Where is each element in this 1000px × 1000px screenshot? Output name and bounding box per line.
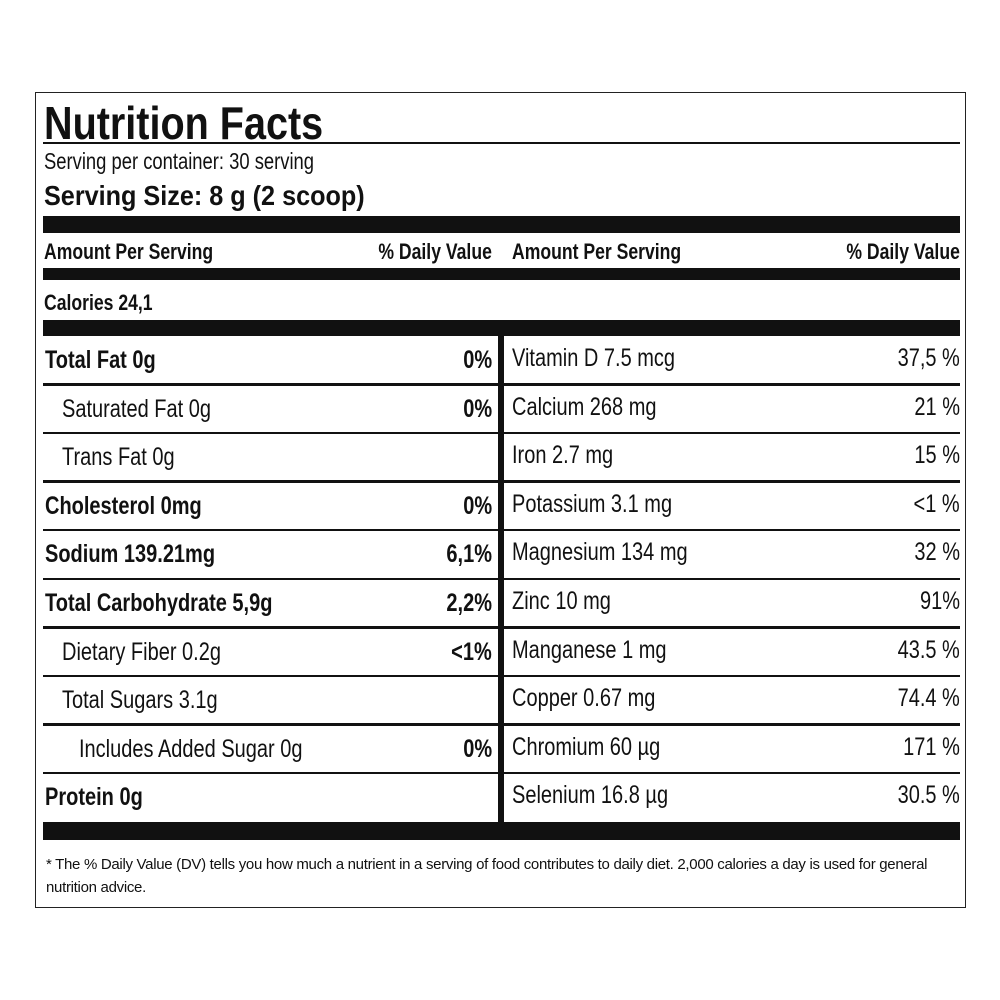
title: Nutrition Facts bbox=[44, 97, 324, 149]
row-rule bbox=[43, 577, 498, 580]
row-rule bbox=[504, 480, 960, 483]
row-label: Trans Fat 0g bbox=[62, 443, 175, 472]
row-label: Sodium 139.21mg bbox=[45, 540, 216, 569]
row-rule bbox=[504, 723, 960, 726]
row-dv: <1 % bbox=[913, 489, 960, 518]
row-label: Chromium 60 µg bbox=[512, 732, 661, 761]
row-rule bbox=[43, 626, 498, 629]
row-label: Dietary Fiber 0.2g bbox=[62, 637, 221, 666]
row-rule bbox=[504, 626, 960, 629]
calories: Calories 24,1 bbox=[44, 290, 153, 315]
row-label: Calcium 268 mg bbox=[512, 392, 657, 421]
row-dv: 171 % bbox=[903, 732, 960, 761]
row-rule bbox=[504, 771, 960, 775]
footnote: * The % Daily Value (DV) tells you how m… bbox=[46, 856, 928, 896]
row-dv: 0% bbox=[463, 346, 492, 374]
row-dv: 6,1% bbox=[446, 540, 492, 569]
row-label: Selenium 16.8 µg bbox=[512, 781, 669, 810]
row-label: Manganese 1 mg bbox=[512, 635, 667, 664]
thick-bar bbox=[43, 320, 960, 336]
servings: Serving per container: 30 serving bbox=[44, 148, 315, 174]
row-dv: 15 % bbox=[914, 441, 960, 470]
row-rule bbox=[43, 771, 498, 775]
row-rule bbox=[504, 674, 960, 678]
row-label: Includes Added Sugar 0g bbox=[79, 734, 303, 763]
row-dv: 32 % bbox=[914, 538, 960, 567]
row-label: Total Carbohydrate 5,9g bbox=[45, 589, 273, 617]
row-rule bbox=[504, 431, 960, 435]
thick-bar bbox=[43, 822, 960, 840]
rule bbox=[43, 142, 960, 144]
row-label: Zinc 10 mg bbox=[512, 587, 611, 615]
row-dv: 74.4 % bbox=[897, 684, 960, 713]
row-dv: 30.5 % bbox=[897, 781, 960, 810]
row-dv: 43.5 % bbox=[897, 635, 960, 664]
column-divider bbox=[498, 336, 504, 823]
row-label: Cholesterol 0mg bbox=[45, 491, 202, 520]
serving-size: Serving Size: 8 g (2 scoop) bbox=[44, 180, 365, 211]
row-dv: 91% bbox=[919, 587, 960, 615]
column-header: % Daily Value bbox=[846, 239, 960, 264]
row-label: Magnesium 134 mg bbox=[512, 538, 688, 567]
row-rule bbox=[504, 383, 960, 386]
column-header: % Daily Value bbox=[378, 239, 492, 264]
row-dv: 0% bbox=[463, 394, 492, 423]
row-label: Protein 0g bbox=[45, 783, 143, 812]
nutrition-label bbox=[35, 92, 966, 908]
row-dv: <1% bbox=[451, 637, 492, 666]
row-dv: 21 % bbox=[914, 392, 960, 421]
row-label: Vitamin D 7.5 mcg bbox=[512, 344, 676, 372]
row-rule bbox=[504, 577, 960, 580]
column-header: Amount Per Serving bbox=[512, 239, 682, 264]
row-label: Potassium 3.1 mg bbox=[512, 489, 673, 518]
row-label: Saturated Fat 0g bbox=[62, 394, 211, 423]
row-rule bbox=[504, 528, 960, 532]
row-label: Total Sugars 3.1g bbox=[62, 686, 218, 715]
thick-bar bbox=[43, 216, 960, 233]
row-rule bbox=[43, 383, 498, 386]
row-dv: 2,2% bbox=[446, 589, 492, 617]
row-label: Iron 2.7 mg bbox=[512, 441, 614, 470]
row-label: Total Fat 0g bbox=[45, 346, 156, 374]
row-dv: 0% bbox=[463, 734, 492, 763]
row-rule bbox=[43, 674, 498, 678]
column-header: Amount Per Serving bbox=[44, 239, 214, 264]
row-rule bbox=[43, 431, 498, 435]
row-rule bbox=[43, 528, 498, 532]
row-dv: 0% bbox=[463, 491, 492, 520]
thick-bar bbox=[43, 268, 960, 280]
row-rule bbox=[43, 723, 498, 726]
row-label: Copper 0.67 mg bbox=[512, 684, 656, 713]
row-rule bbox=[43, 480, 498, 483]
row-dv: 37,5 % bbox=[897, 344, 960, 372]
